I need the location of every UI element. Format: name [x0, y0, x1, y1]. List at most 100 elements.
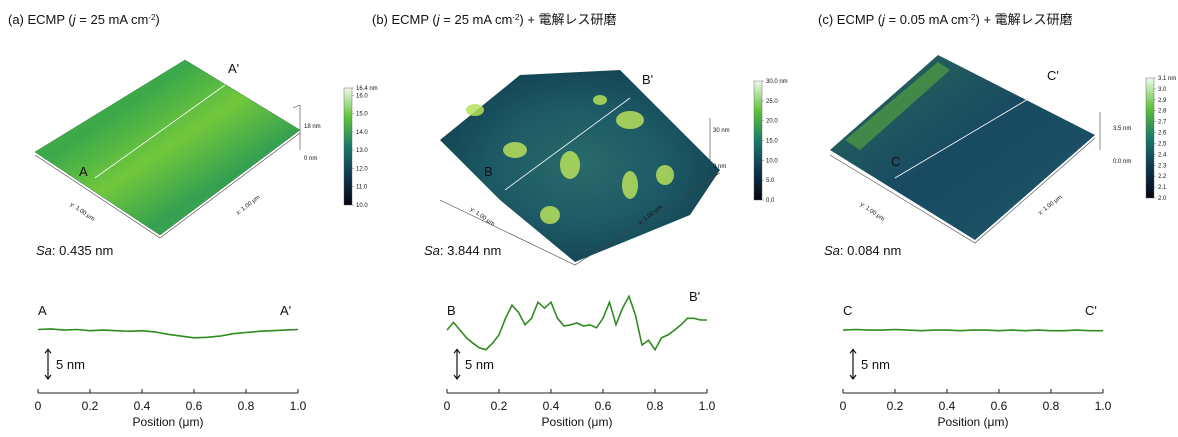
- title-part: = 0.05 mA cm: [885, 12, 968, 27]
- title-part: ) + 電解レス研磨: [519, 12, 616, 27]
- colorbar-label: 2.1: [1158, 185, 1167, 191]
- panel-title: (a) ECMP (j = 25 mA cm-2): [8, 12, 160, 27]
- x-tick-label: 0.6: [595, 399, 612, 413]
- colorbar-label: 13.0: [356, 148, 368, 154]
- x-tick-label: 0.8: [647, 399, 664, 413]
- scale-bar: [453, 348, 461, 380]
- title-part: (a) ECMP (: [8, 12, 73, 27]
- colorbar-label: 2.3: [1158, 163, 1167, 169]
- z-label: 30 nm: [713, 128, 730, 134]
- x-tick-label: 1.0: [290, 399, 307, 413]
- profile-end: C': [1085, 303, 1097, 318]
- axis-label: y: 1.00 μm: [69, 202, 95, 223]
- title-part: = 25 mA cm: [440, 12, 513, 27]
- colorbar-label: 0.0: [766, 198, 775, 204]
- line-label: A': [228, 61, 239, 76]
- scale-label: 5 nm: [465, 357, 494, 372]
- sa-value: : 0.435 nm: [52, 243, 113, 258]
- colorbar-label: 10.0: [766, 158, 778, 164]
- colorbar-label: 2.4: [1158, 152, 1167, 158]
- afm-surface: [34, 55, 1101, 266]
- title-part: j: [435, 12, 441, 27]
- scale-bar: [849, 348, 857, 380]
- x-tick-label: 0.8: [238, 399, 255, 413]
- x-tick-label: 0.6: [991, 399, 1008, 413]
- scale-label: 5 nm: [861, 357, 890, 372]
- title-part: (c) ECMP (: [818, 12, 883, 27]
- sa-symbol: Sa: [824, 243, 840, 258]
- line-label: C': [1047, 68, 1059, 83]
- sa-value: : 3.844 nm: [440, 243, 501, 258]
- sa-label: Sa: 0.084 nm: [824, 243, 901, 258]
- colorbar: [753, 80, 763, 201]
- line-label: A: [79, 164, 88, 179]
- colorbar-label: 2.6: [1158, 131, 1167, 137]
- profile-end: A': [280, 303, 291, 318]
- colorbar-label: 5.0: [766, 178, 775, 184]
- colorbar-label: 2.5: [1158, 141, 1167, 147]
- colorbar: [1145, 77, 1155, 199]
- profile-start: A: [38, 303, 47, 318]
- profile-start: C: [843, 303, 852, 318]
- x-axis-label: Position (μm): [133, 415, 204, 429]
- axis-label: y: 1.00 μm: [469, 207, 495, 228]
- colorbar-label: 16.4 nm: [356, 86, 378, 92]
- z-label: 18 nm: [304, 124, 321, 130]
- title-part: j: [71, 12, 77, 27]
- title-part: -2: [968, 13, 976, 22]
- colorbar-label: 15.0: [356, 112, 368, 118]
- title-part: -2: [148, 13, 156, 22]
- x-tick-label: 0.2: [887, 399, 904, 413]
- colorbar-label: 3.1 nm: [1158, 76, 1176, 82]
- colorbar-label: 10.0: [356, 203, 368, 209]
- x-tick-label: 0.2: [491, 399, 508, 413]
- colorbar-label: 12.0: [356, 166, 368, 172]
- title-part: -2: [512, 13, 520, 22]
- colorbar-label: 16.0: [356, 93, 368, 99]
- x-tick-label: 0.2: [82, 399, 99, 413]
- colorbar-label: 15.0: [766, 139, 778, 145]
- sa-symbol: Sa: [424, 243, 440, 258]
- x-tick-label: 0.4: [543, 399, 560, 413]
- x-tick-label: 0.4: [134, 399, 151, 413]
- axis-label: x: 1.00 μm: [1038, 195, 1064, 217]
- colorbar-label: 2.2: [1158, 174, 1167, 180]
- profile-line: [446, 294, 707, 352]
- profile-start: B: [447, 303, 456, 318]
- sa-label: Sa: 3.844 nm: [424, 243, 501, 258]
- colorbar-label: 2.0: [1158, 196, 1167, 202]
- panel-title: (b) ECMP (j = 25 mA cm-2) + 電解レス研磨: [372, 12, 617, 27]
- sa-label: Sa: 0.435 nm: [36, 243, 113, 258]
- axis-label: y: 1.00 μm: [859, 202, 885, 223]
- x-tick-label: 0: [840, 399, 847, 413]
- colorbar-label: 30.0 nm: [766, 79, 788, 85]
- x-tick-label: 1.0: [1095, 399, 1112, 413]
- profile-end: B': [689, 289, 700, 304]
- x-tick-label: 0: [35, 399, 42, 413]
- line-label: B': [642, 72, 653, 87]
- x-tick-label: 0.4: [939, 399, 956, 413]
- x-tick-label: 0.6: [186, 399, 203, 413]
- colorbar-label: 2.7: [1158, 120, 1167, 126]
- line-label: C: [891, 154, 900, 169]
- profile-line: [842, 328, 1103, 332]
- x-axis-label: Position (μm): [542, 415, 613, 429]
- colorbar-label: 3.0: [1158, 87, 1167, 93]
- x-tick-label: 0.8: [1043, 399, 1060, 413]
- scale-bar: [44, 348, 52, 380]
- colorbar-label: 2.9: [1158, 98, 1167, 104]
- z-label: 0 nm: [304, 156, 317, 162]
- colorbar-label: 14.0: [356, 130, 368, 136]
- axis-label: x: 1.00 μm: [236, 195, 262, 217]
- colorbar-label: 25.0: [766, 99, 778, 105]
- sa-value: : 0.084 nm: [840, 243, 901, 258]
- x-tick-label: 0: [444, 399, 451, 413]
- scale-label: 5 nm: [56, 357, 85, 372]
- profile-line: [37, 328, 299, 339]
- z-label: 0.0 nm: [1113, 159, 1131, 165]
- title-part: j: [880, 12, 886, 27]
- z-label: 3.5 nm: [1113, 126, 1131, 132]
- colorbar-label: 2.8: [1158, 109, 1167, 115]
- z-label: 0 nm: [713, 164, 726, 170]
